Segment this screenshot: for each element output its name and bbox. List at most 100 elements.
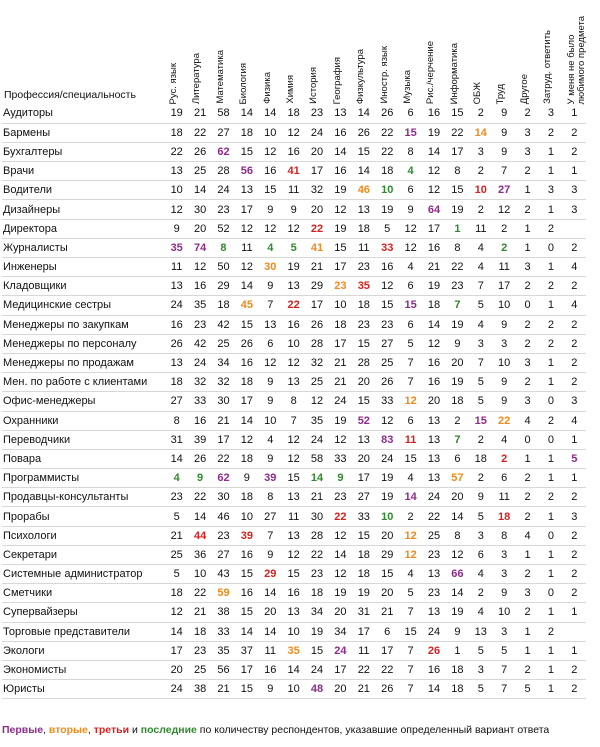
value-cell: 15 — [375, 295, 399, 316]
value-cell: 3 — [492, 564, 516, 585]
value-cell: 22 — [188, 487, 212, 508]
table-row: Бармены 18 22 27 18 10 12 24 16 26 22 15 19 22 14 9 3 2 2 — [2, 123, 587, 143]
value-cell: 14 — [352, 104, 376, 124]
value-cell: 17 — [328, 660, 353, 681]
value-cell: 12 — [398, 238, 423, 259]
value-cell: 3 — [515, 123, 540, 143]
value-cell: 10 — [469, 180, 493, 201]
value-cell: 33 — [328, 449, 353, 470]
value-cell: 41 — [305, 238, 329, 259]
value-cell: 12 — [398, 391, 423, 412]
value-cell: 18 — [422, 295, 446, 316]
value-cell: 1 — [539, 564, 563, 585]
value-cell: 15 — [235, 315, 259, 335]
value-cell: 2 — [562, 353, 587, 374]
value-cell: 13 — [235, 180, 259, 201]
value-cell: 5 — [469, 391, 493, 412]
value-cell: 19 — [328, 411, 353, 431]
value-cell: 2 — [562, 238, 587, 259]
value-cell: 0 — [515, 295, 540, 316]
value-cell: 7 — [445, 295, 470, 316]
value-cell: 24 — [165, 679, 189, 700]
value-cell: 21 — [328, 372, 353, 393]
value-cell: 14 — [281, 660, 306, 681]
value-cell: 23 — [328, 487, 353, 508]
value-cell: 23 — [422, 545, 446, 566]
value-cell: 1 — [515, 219, 540, 239]
value-cell: 16 — [281, 315, 306, 335]
value-cell: 14 — [422, 315, 446, 335]
table-row: Менеджеры по персоналу 26 42 25 26 6 10 28 17 15 2… — [2, 334, 587, 354]
value-cell: 15 — [305, 641, 329, 661]
value-cell: 10 — [281, 679, 306, 700]
value-cell: 39 — [258, 468, 282, 489]
subject-label: Рус. язык — [168, 62, 179, 105]
value-cell: 12 — [445, 545, 470, 566]
value-cell: 3 — [562, 506, 587, 527]
value-cell: 26 — [375, 104, 399, 124]
value-cell: 18 — [235, 449, 259, 470]
value-cell: 4 — [469, 257, 493, 278]
value-cell: 11 — [492, 487, 516, 508]
value-cell: 14 — [469, 123, 493, 143]
value-cell: 0 — [539, 430, 563, 450]
value-cell: 17 — [211, 430, 236, 450]
value-cell: 12 — [398, 545, 423, 566]
value-cell: 9 — [398, 199, 423, 220]
value-cell: 11 — [235, 238, 259, 259]
value-cell: 2 — [539, 334, 563, 354]
value-cell: 6 — [258, 334, 282, 354]
value-cell: 12 — [235, 430, 259, 450]
value-cell: 24 — [328, 391, 353, 412]
value-cell: 4 — [469, 238, 493, 259]
value-cell: 35 — [165, 238, 189, 259]
value-cell: 5 — [469, 679, 493, 700]
value-cell: 12 — [398, 526, 423, 546]
value-cell: 25 — [305, 372, 329, 393]
value-cell: 13 — [422, 430, 446, 450]
subject-column-header: У меня не было любимого предмета — [563, 4, 587, 104]
value-cell: 1 — [539, 353, 563, 374]
value-cell: 18 — [305, 583, 329, 604]
value-cell: 7 — [398, 372, 423, 393]
value-cell: 3 — [469, 526, 493, 546]
value-cell: 21 — [165, 526, 189, 546]
value-cell: 6 — [398, 315, 423, 335]
value-cell: 9 — [235, 468, 259, 489]
value-cell: 30 — [211, 487, 236, 508]
legend-and: и — [129, 724, 141, 736]
value-cell: 8 — [258, 487, 282, 508]
value-cell: 1 — [515, 641, 540, 661]
value-cell: 48 — [305, 679, 329, 700]
value-cell: 3 — [539, 104, 563, 124]
profession-name: Системные администратор — [2, 564, 165, 585]
value-cell: 19 — [328, 180, 353, 201]
profession-name: Мен. по работе с клиентами — [2, 372, 165, 393]
value-cell: 18 — [469, 449, 493, 470]
value-cell: 17 — [492, 276, 516, 297]
value-cell: 16 — [188, 276, 212, 297]
table-row: Переводчики 31 39 17 12 4 12 24 12 13 83 11 13 7 2 4 0 0 1 — [2, 430, 587, 450]
value-cell: 19 — [445, 199, 470, 220]
value-cell: 27 — [211, 545, 236, 566]
table-row: Секретари 25 36 27 16 9 12 22 14 18 29 12 23 12 6 3 1 1 2 — [2, 545, 587, 566]
value-cell: 20 — [305, 199, 329, 220]
value-cell: 13 — [422, 411, 446, 431]
value-cell: 3 — [469, 142, 493, 163]
value-cell: 35 — [188, 295, 212, 316]
value-cell: 1 — [539, 372, 563, 393]
value-cell: 5 — [562, 449, 587, 470]
value-cell: 12 — [398, 219, 423, 239]
value-cell: 1 — [539, 641, 563, 661]
value-cell: 9 — [445, 622, 470, 642]
value-cell: 24 — [211, 180, 236, 201]
value-cell: 2 — [539, 123, 563, 143]
value-cell: 2 — [515, 161, 540, 182]
value-cell: 20 — [445, 353, 470, 374]
value-cell: 2 — [539, 315, 563, 335]
value-cell: 7 — [469, 276, 493, 297]
value-cell: 15 — [445, 180, 470, 201]
value-cell: 11 — [469, 219, 493, 239]
value-cell: 29 — [375, 545, 399, 566]
value-cell: 14 — [235, 104, 259, 124]
